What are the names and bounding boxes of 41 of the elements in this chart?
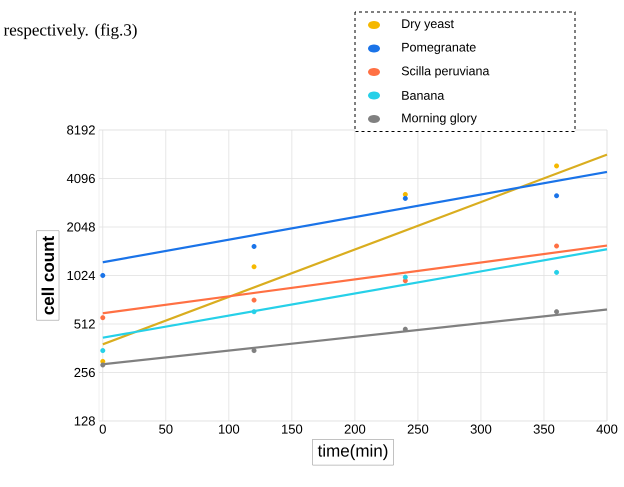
y-tick-label: 2048 <box>67 222 95 232</box>
legend-label: Scilla peruviana <box>402 66 490 78</box>
point <box>100 315 106 320</box>
point <box>554 193 560 198</box>
x-tick-label: 250 <box>408 424 428 434</box>
point <box>252 244 257 249</box>
x-tick-label: 50 <box>159 424 173 434</box>
point <box>252 264 257 270</box>
point <box>554 244 560 249</box>
point <box>100 348 106 354</box>
y-tick-label: 4096 <box>66 174 95 184</box>
x-tick-label: 350 <box>534 424 554 434</box>
x-tick-label: 100 <box>218 424 240 434</box>
x-tick-label: 200 <box>344 424 366 434</box>
x-axis-title: time(min) <box>318 444 388 460</box>
x-tick-label: 0 <box>100 424 106 434</box>
y-tick-label: 8192 <box>67 125 95 135</box>
point <box>100 362 106 368</box>
legend-label: Morning glory <box>402 113 477 125</box>
point <box>402 192 408 197</box>
point <box>402 274 408 280</box>
y-tick-label: 1024 <box>68 270 96 280</box>
point <box>252 298 257 303</box>
x-tick-label: 150 <box>282 424 302 434</box>
point <box>252 348 257 354</box>
y-tick-label: 512 <box>74 319 95 329</box>
legend-label: Pomegranate <box>402 42 476 54</box>
text: respectively. (fig.3) <box>4 24 137 40</box>
x-tick-label: 400 <box>596 424 618 434</box>
y-tick-label: 128 <box>74 416 95 426</box>
point <box>100 272 106 278</box>
point <box>554 163 560 168</box>
legend-label: Dry yeast <box>402 19 454 31</box>
x-tick-label: 300 <box>470 424 492 434</box>
point <box>252 309 257 314</box>
point <box>402 196 408 201</box>
point <box>554 270 560 275</box>
y-tick-label: 256 <box>74 368 95 378</box>
legend-label: Banana <box>402 91 444 100</box>
y-axis-title: cell count <box>42 236 54 314</box>
point <box>554 309 560 314</box>
